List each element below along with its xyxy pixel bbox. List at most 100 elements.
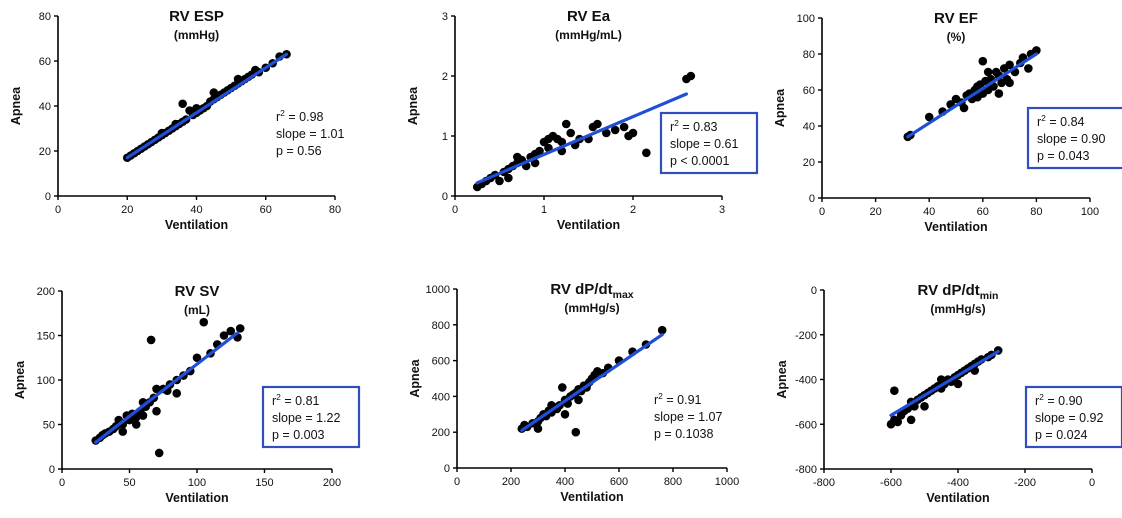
stat-r2: r2 = 0.91 [654, 391, 702, 407]
x-axis-label: Ventilation [926, 491, 989, 505]
x-axis-label: Ventilation [165, 218, 228, 232]
data-point [533, 424, 543, 433]
x-tick-label: 0 [819, 206, 825, 218]
y-tick-label: 0 [49, 464, 55, 476]
x-axis-label: Ventilation [560, 490, 623, 504]
y-tick-label: 60 [803, 85, 815, 97]
stats-box [1024, 385, 1122, 449]
x-tick-label: 0 [454, 476, 460, 488]
y-tick-label: 20 [803, 157, 815, 169]
y-tick-label: 40 [39, 101, 51, 113]
y-tick-label: 100 [797, 13, 815, 25]
chart-title: RV dP/dtmin [918, 282, 999, 302]
data-point [513, 152, 522, 162]
chart-title: RV EF [934, 10, 978, 27]
x-tick-label: 0 [1089, 477, 1095, 489]
data-point [893, 417, 902, 427]
stat-p-value: p = 0.003 [272, 428, 325, 442]
data-point [686, 71, 696, 81]
data-point [131, 413, 141, 422]
x-tick-label: 0 [55, 204, 61, 216]
y-tick-label: 80 [803, 49, 815, 61]
data-point [994, 89, 1004, 98]
data-point [959, 103, 969, 113]
data-point [558, 383, 567, 392]
data-point [504, 173, 513, 183]
data-point [890, 386, 899, 395]
x-tick-label: 80 [1030, 206, 1042, 218]
y-tick-label: 50 [43, 420, 55, 432]
r2-value: = 0.81 [281, 394, 320, 408]
stat-p-value: p = 0.024 [1035, 428, 1088, 442]
data-point [628, 128, 638, 138]
y-tick-label: 20 [39, 146, 51, 158]
stat-slope: slope = 0.92 [1035, 411, 1104, 425]
data-point [566, 128, 575, 138]
chart-title: RV ESP [169, 8, 224, 25]
data-point [610, 125, 620, 135]
chart-title: RV dP/dtmax [550, 281, 633, 301]
data-point [154, 448, 164, 458]
x-tick-label: -200 [1014, 477, 1036, 489]
r2-superscript: 2 [658, 391, 663, 401]
y-tick-label: -400 [795, 375, 817, 387]
data-point [495, 176, 504, 186]
regression-line [520, 333, 664, 433]
x-tick-label: 40 [923, 206, 935, 218]
data-point [561, 119, 571, 129]
data-point [233, 74, 243, 84]
y-axis-label: Apnea [775, 359, 789, 398]
chart-panel-4: 0 50 100 150 200 0 50 100 150 200 Ventilation Apnea… [13, 283, 361, 505]
r2-superscript: 2 [1041, 113, 1046, 123]
data-point [924, 112, 934, 122]
data-point [199, 317, 209, 327]
data-point [535, 146, 544, 156]
x-axis-label: Ventilation [924, 220, 987, 234]
x-tick-label: 40 [190, 204, 202, 216]
data-point [1032, 46, 1041, 55]
y-tick-label: 0 [45, 191, 51, 203]
x-tick-label: -800 [813, 477, 835, 489]
x-tick-label: 1 [541, 204, 547, 216]
data-point [192, 353, 202, 363]
x-tick-label: 80 [329, 204, 341, 216]
data-point [983, 67, 993, 77]
y-tick-label: 0 [809, 193, 815, 205]
x-tick-label: -400 [947, 477, 969, 489]
x-tick-label: 150 [255, 477, 273, 489]
regression-line [125, 52, 289, 160]
stat-r2: r2 = 0.84 [1037, 113, 1085, 129]
chart-title: RV SV [175, 283, 220, 300]
y-tick-label: 0 [444, 463, 450, 475]
chart-subtitle: (mmHg/s) [930, 302, 985, 316]
data-point [978, 56, 988, 66]
data-point [1005, 60, 1014, 70]
r2-value: = 0.83 [679, 120, 718, 134]
x-tick-label: 800 [664, 476, 682, 488]
stat-slope: slope = 1.07 [654, 410, 723, 424]
y-axis-label: Apnea [406, 86, 420, 125]
data-point [209, 88, 219, 97]
x-tick-label: -600 [880, 477, 902, 489]
data-point [226, 326, 236, 336]
x-tick-label: 100 [188, 477, 206, 489]
y-tick-label: 600 [432, 356, 450, 368]
chart-panel-6: -800 -600 -400 -200 0 -800 -600 -400 -200 0 Ventil… [775, 282, 1122, 505]
x-tick-label: 100 [1081, 206, 1099, 218]
stat-r2: r2 = 0.90 [1035, 392, 1083, 408]
data-point [152, 384, 161, 394]
data-point [557, 137, 567, 147]
y-tick-label: 100 [37, 375, 55, 387]
data-point [602, 128, 611, 138]
data-point [657, 325, 667, 335]
stat-p-value: p = 0.043 [1037, 149, 1090, 163]
r2-value: = 0.90 [1044, 394, 1083, 408]
stat-r2: r2 = 0.81 [272, 392, 320, 408]
data-point [642, 148, 651, 158]
x-tick-label: 60 [977, 206, 989, 218]
chart-subtitle: (%) [947, 30, 966, 44]
r2-superscript: 2 [276, 392, 281, 402]
data-point [1005, 78, 1014, 88]
y-tick-label: 0 [442, 191, 448, 203]
x-axis-label: Ventilation [165, 491, 228, 505]
